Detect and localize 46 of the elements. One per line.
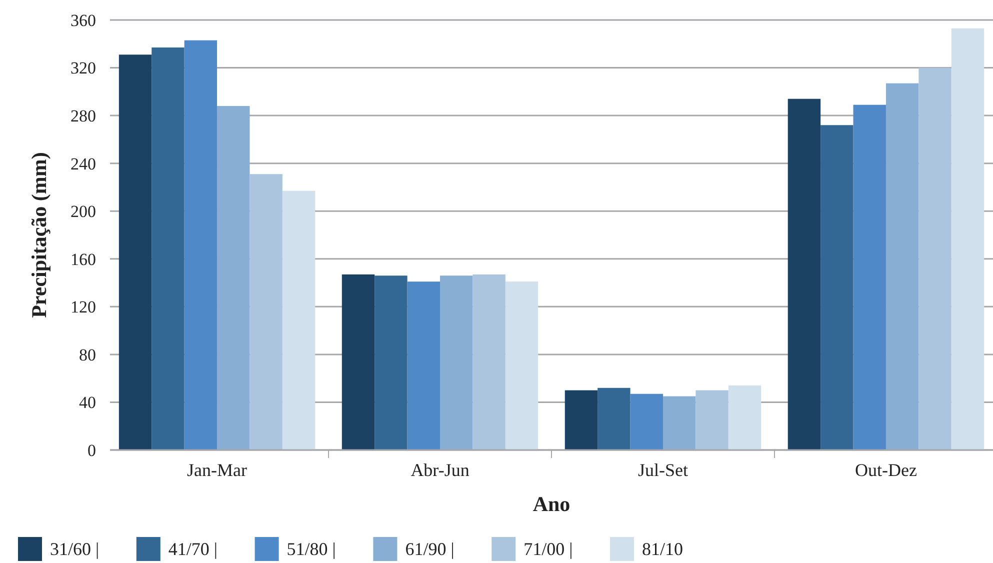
legend-label: 51/80 | [286, 539, 336, 559]
x-tick-label: Out-Dez [854, 460, 917, 480]
bar [598, 388, 630, 450]
bar [630, 394, 663, 450]
bar [918, 68, 952, 450]
bar [853, 104, 886, 450]
y-tick-label: 320 [70, 58, 96, 78]
bar [184, 40, 218, 450]
bar [217, 106, 250, 450]
bar [696, 390, 728, 450]
y-tick-label: 280 [70, 106, 96, 126]
bar [472, 274, 506, 450]
y-tick-label: 160 [70, 250, 96, 269]
bar [118, 54, 152, 450]
bar [788, 98, 821, 450]
bar [152, 47, 184, 450]
legend-label: 41/70 | [168, 539, 218, 559]
y-tick-label: 40 [79, 393, 96, 412]
legend-label: 61/90 | [405, 539, 454, 559]
y-tick-label: 360 [70, 10, 96, 30]
bar [342, 274, 375, 450]
bar [662, 396, 696, 450]
bar [951, 28, 984, 450]
x-tick-label: Jan-Mar [187, 460, 248, 480]
bar [505, 282, 538, 450]
bar [440, 276, 473, 450]
bar [374, 276, 408, 450]
bar [820, 125, 854, 450]
x-tick-label: Jul-Set [638, 460, 688, 480]
x-tick-label: Abr-Jun [410, 460, 470, 480]
y-tick-label: 120 [70, 298, 96, 317]
bar [728, 386, 762, 450]
y-tick-label: 80 [79, 345, 96, 364]
bar [282, 190, 316, 450]
legend-label: 81/10 [642, 539, 684, 559]
bar [250, 174, 282, 450]
legend-label: 31/60 | [50, 539, 100, 559]
y-axis-title: Precipitação (mm) [27, 152, 51, 318]
y-tick-label: 240 [70, 154, 96, 174]
bar [564, 390, 598, 450]
bar [407, 282, 440, 450]
y-tick-label: 200 [70, 202, 96, 222]
x-axis-title: Ano [532, 492, 570, 516]
bar [886, 83, 919, 450]
legend-label: 71/00 | [524, 539, 573, 559]
y-tick-label: 0 [88, 440, 96, 460]
